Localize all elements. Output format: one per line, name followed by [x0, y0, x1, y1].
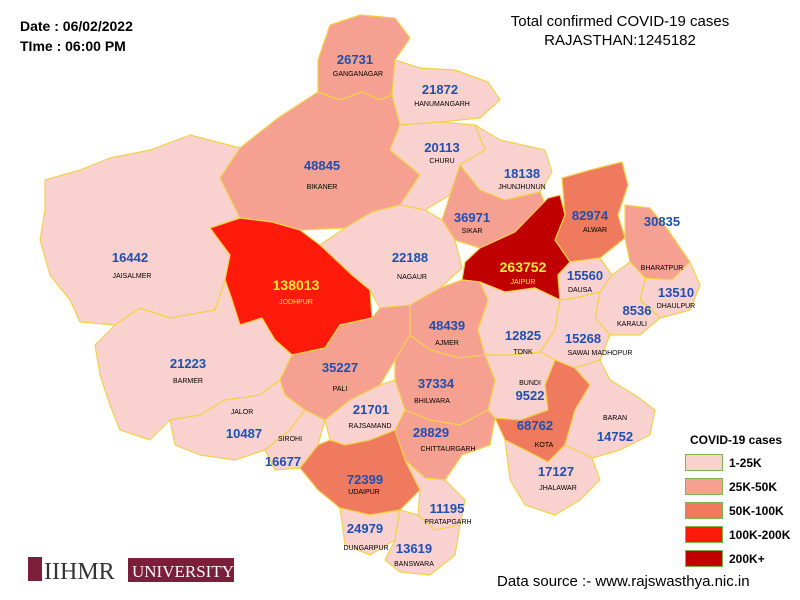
district-name-chittaurgarh: CHITTAURGARH: [420, 446, 475, 453]
district-name-tonk: TONK: [513, 349, 533, 356]
case-count-jalor: 10487: [226, 426, 262, 441]
case-count-banswara: 13619: [396, 541, 432, 556]
case-count-rajsamand: 21701: [353, 402, 389, 417]
case-count-nagaur: 22188: [392, 250, 428, 265]
district-name-dausa: DAUSA: [568, 287, 592, 294]
case-count-jhalawar: 17127: [538, 464, 574, 479]
legend-swatch-1: [685, 454, 723, 471]
legend-label-1: 1-25K: [729, 456, 762, 470]
case-count-bhilwara: 37334: [418, 376, 455, 391]
legend-label-3: 50K-100K: [729, 504, 784, 518]
case-count-jaipur: 263752: [500, 259, 547, 275]
case-count-sirohi: 16677: [265, 454, 301, 469]
case-count-jaisalmer: 16442: [112, 250, 148, 265]
case-count-alwar: 82974: [572, 208, 609, 223]
district-name-sawai-madhopur: SAWAI MADHOPUR: [568, 350, 633, 357]
district-name-udaipur: UDAIPUR: [348, 489, 380, 496]
district-jhalawar: [504, 439, 601, 516]
date-label: Date : 06/02/2022: [20, 18, 133, 34]
case-count-dhaulpur: 13510: [658, 285, 694, 300]
district-name-bhilwara: BHILWARA: [414, 398, 450, 405]
case-count-churu: 20113: [424, 140, 459, 155]
district-name-ajmer: AJMER: [435, 340, 459, 347]
district-name-bikaner: BIKANER: [307, 184, 338, 191]
case-count-ajmer: 48439: [429, 318, 465, 333]
district-name-churu: CHURU: [429, 158, 454, 165]
district-name-banswara: BANSWARA: [394, 561, 434, 568]
district-name-sirohi: SIROHI: [278, 436, 302, 443]
district-name-jhalawar: JHALAWAR: [539, 485, 577, 492]
case-count-barmer: 21223: [170, 356, 206, 371]
title-line-2: RAJASTHAN:1245182: [544, 32, 696, 49]
district-name-pali: PALI: [333, 386, 348, 393]
district-name-jaisalmer: JAISALMER: [113, 273, 152, 280]
case-count-bikaner: 48845: [304, 158, 340, 173]
case-count-bundi: 9522: [516, 388, 545, 403]
case-count-jhunjhunun: 18138: [504, 166, 540, 181]
district-name-baran: BARAN: [603, 415, 627, 422]
district-name-jodhpur: JODHPUR: [279, 299, 313, 306]
case-count-baran: 14752: [597, 429, 633, 444]
district-baran: [564, 359, 656, 459]
district-name-jaipur: JAIPUR: [511, 279, 536, 286]
district-name-sikar: SIKAR: [461, 228, 482, 235]
legend-swatch-4: [685, 526, 723, 543]
case-count-jodhpur: 138013: [273, 277, 320, 293]
title-line-1: Total confirmed COVID-19 cases: [510, 13, 730, 30]
district-name-jhunjhunun: JHUNJHUNUN: [498, 184, 545, 191]
map-title: Total confirmed COVID-19 cases RAJASTHAN…: [470, 12, 770, 50]
legend-swatch-5: [685, 550, 723, 567]
district-name-dungarpur: DUNGARPUR: [343, 545, 388, 552]
district-name-ganganagar: GANGANAGAR: [333, 71, 383, 78]
legend-label-5: 200K+: [729, 552, 765, 566]
case-count-pratapgarh: 11195: [430, 501, 465, 516]
data-source: Data source :- www.rajswasthya.nic.in: [497, 573, 750, 590]
district-name-hanumangarh: HANUMANGARH: [414, 101, 470, 108]
time-label: TIme : 06:00 PM: [20, 38, 126, 54]
case-count-sikar: 36971: [454, 210, 490, 225]
case-count-pali: 35227: [322, 360, 358, 375]
iihmr-logo: IIHMR UNIVERSITY: [28, 553, 234, 583]
legend-label-2: 25K-50K: [729, 480, 778, 494]
district-name-kota: KOTA: [535, 442, 554, 449]
case-count-udaipur: 72399: [347, 472, 383, 487]
district-name-jalor: JALOR: [231, 409, 254, 416]
case-count-tonk: 12825: [505, 328, 541, 343]
district-name-karauli: KARAULI: [617, 321, 647, 328]
district-name-bharatpur: BHARATPUR: [641, 265, 684, 272]
district-name-barmer: BARMER: [173, 378, 203, 385]
case-count-karauli: 8536: [623, 303, 652, 318]
case-count-kota: 68762: [517, 418, 553, 433]
logo-text: IIHMR: [44, 559, 115, 583]
district-name-alwar: ALWAR: [583, 227, 607, 234]
case-count-chittaurgarh: 28829: [413, 425, 449, 440]
legend-label-4: 100K-200K: [729, 528, 791, 542]
district-name-dhaulpur: DHAULPUR: [657, 303, 696, 310]
district-jaisalmer: [39, 134, 241, 326]
case-count-ganganagar: 26731: [337, 52, 373, 67]
case-count-bharatpur: 30835: [644, 214, 680, 229]
case-count-dausa: 15560: [567, 268, 603, 283]
legend-title: COVID-19 cases: [690, 433, 783, 447]
case-count-sawai-madhopur: 15268: [565, 331, 601, 346]
district-name-bundi: BUNDI: [519, 380, 541, 387]
district-name-nagaur: NAGAUR: [397, 274, 427, 281]
district-banswara: [384, 509, 461, 576]
district-name-rajsamand: RAJSAMAND: [348, 423, 391, 430]
logo-university: UNIVERSITY: [132, 562, 234, 581]
legend-swatch-3: [685, 502, 723, 519]
case-count-hanumangarh: 21872: [422, 82, 458, 97]
case-count-dungarpur: 24979: [347, 521, 383, 536]
district-name-pratapgarh: PRATAPGARH: [424, 519, 471, 526]
legend-swatch-2: [685, 478, 723, 495]
